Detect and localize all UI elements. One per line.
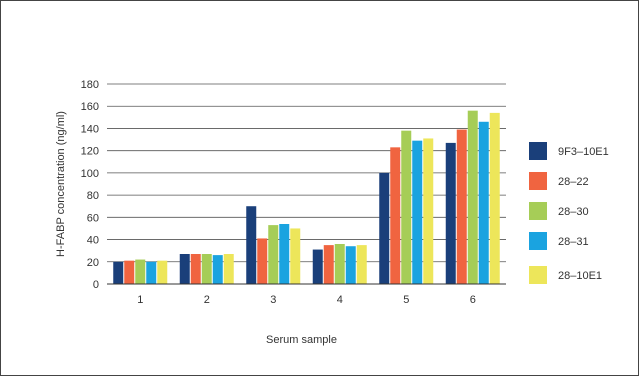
bar xyxy=(146,261,157,284)
bar xyxy=(412,140,423,284)
legend-label: 28–30 xyxy=(558,206,589,218)
bar xyxy=(179,254,190,284)
bar xyxy=(390,147,401,284)
y-tick-labels: 0 20 40 60 80 100 120 140 160 180 xyxy=(81,79,99,291)
x-axis-title: Serum sample xyxy=(266,334,337,346)
bar xyxy=(423,138,434,284)
bar xyxy=(290,228,301,284)
gridlines xyxy=(107,83,506,263)
legend-label: 28–10E1 xyxy=(558,270,602,282)
bar xyxy=(246,206,257,284)
legend-swatch xyxy=(529,202,547,220)
x-tick-label: 6 xyxy=(470,294,476,306)
bar xyxy=(135,259,146,284)
x-tick-label: 1 xyxy=(137,294,143,306)
y-tick-label: 0 xyxy=(93,279,99,291)
legend-swatch xyxy=(529,266,547,284)
bar xyxy=(190,254,201,284)
bar xyxy=(356,245,367,284)
legend-swatch xyxy=(529,142,547,160)
legend-label: 28–31 xyxy=(558,236,589,248)
bars xyxy=(113,110,500,285)
bar xyxy=(334,244,345,284)
y-tick-label: 180 xyxy=(81,79,99,91)
legend-label: 28–22 xyxy=(558,176,589,188)
y-tick-label: 160 xyxy=(81,101,99,113)
x-tick-labels: 1 2 3 4 5 6 xyxy=(137,294,476,306)
bar xyxy=(379,172,390,284)
x-tick-label: 4 xyxy=(337,294,343,306)
y-tick-label: 60 xyxy=(87,212,99,224)
bar xyxy=(489,112,500,284)
legend: 9F3–10E1 28–22 28–30 28–31 28–10E1 xyxy=(529,142,609,284)
y-axis-title: H-FABP concentration (ng/ml) xyxy=(55,111,67,257)
bar xyxy=(312,249,323,284)
bar xyxy=(445,142,456,284)
bar xyxy=(279,224,290,284)
x-tick-label: 2 xyxy=(204,294,210,306)
bar xyxy=(456,129,467,284)
bar xyxy=(223,254,234,284)
y-tick-label: 120 xyxy=(81,146,99,158)
y-tick-label: 20 xyxy=(87,257,99,269)
bar xyxy=(257,238,268,284)
y-tick-label: 140 xyxy=(81,123,99,135)
y-tick-label: 100 xyxy=(81,168,99,180)
bar xyxy=(157,260,168,284)
bar xyxy=(323,245,334,284)
legend-swatch xyxy=(529,232,547,250)
y-tick-label: 80 xyxy=(87,190,99,202)
x-tick-label: 3 xyxy=(270,294,276,306)
legend-swatch xyxy=(529,172,547,190)
bar xyxy=(478,121,489,285)
bar xyxy=(201,254,212,284)
y-tick-label: 40 xyxy=(87,235,99,247)
bar xyxy=(268,225,279,284)
bar xyxy=(467,110,478,285)
bar xyxy=(113,261,124,284)
bar xyxy=(124,260,135,284)
bar xyxy=(212,255,223,284)
legend-label: 9F3–10E1 xyxy=(558,146,609,158)
bar xyxy=(345,246,356,284)
x-tick-label: 5 xyxy=(403,294,409,306)
bar xyxy=(401,130,412,284)
